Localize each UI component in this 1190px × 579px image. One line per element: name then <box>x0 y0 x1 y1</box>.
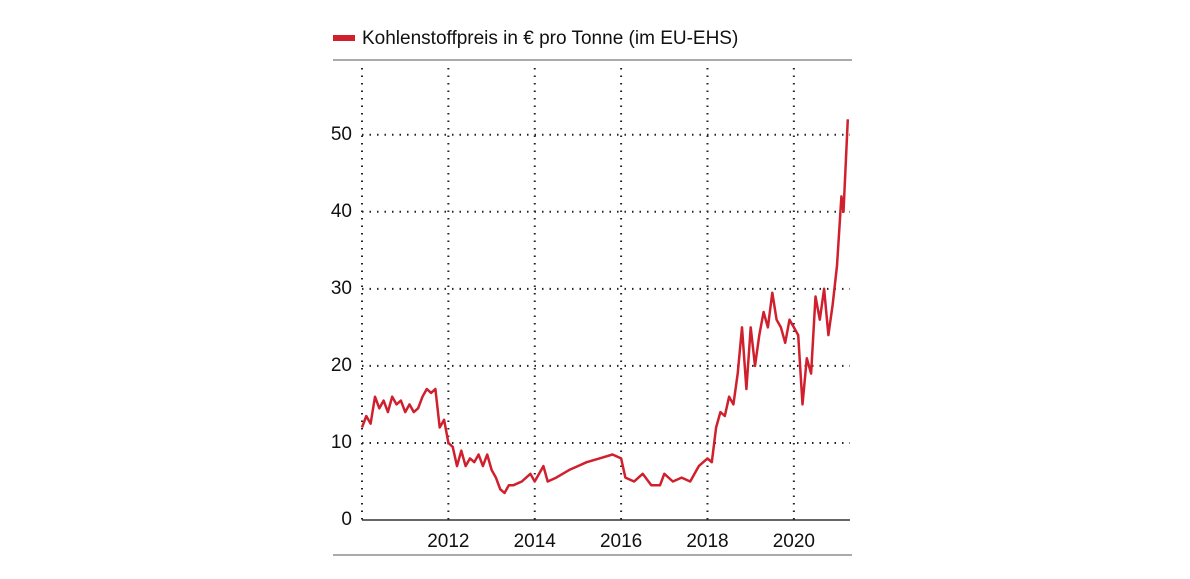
y-tick-label: 0 <box>341 509 352 530</box>
y-tick-label: 10 <box>331 432 352 453</box>
y-tick-label: 20 <box>331 355 352 376</box>
x-tick-label: 2012 <box>427 531 469 552</box>
y-tick-label: 30 <box>331 278 352 299</box>
x-tick-label: 2020 <box>773 531 815 552</box>
x-tick-label: 2014 <box>514 531 557 552</box>
y-tick-label: 50 <box>331 124 352 145</box>
y-tick-label: 40 <box>331 201 352 222</box>
legend-label: Kohlenstoffpreis in € pro Tonne (im EU-E… <box>362 28 738 49</box>
legend-swatch <box>333 35 355 41</box>
data-line <box>360 119 850 495</box>
x-tick-label: 2016 <box>600 531 642 552</box>
x-tick-label: 2018 <box>686 531 728 552</box>
